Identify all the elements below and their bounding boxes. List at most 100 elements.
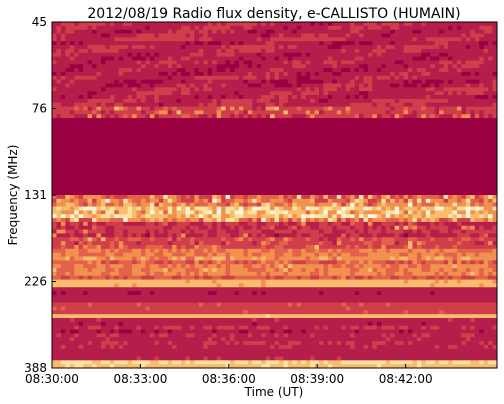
heatmap-cell bbox=[296, 110, 302, 115]
heatmap-cell bbox=[225, 198, 231, 204]
heatmap-cell bbox=[132, 22, 137, 27]
heatmap-cell bbox=[56, 175, 62, 181]
heatmap-cell bbox=[158, 75, 164, 81]
heatmap-cell bbox=[483, 91, 489, 96]
heatmap-cell bbox=[136, 64, 142, 69]
heatmap-cell bbox=[83, 41, 88, 46]
heatmap-cell bbox=[114, 25, 120, 31]
heatmap-cell bbox=[345, 41, 351, 46]
heatmap-cell bbox=[305, 206, 311, 211]
heatmap-cell bbox=[381, 71, 387, 77]
heatmap-cell bbox=[492, 102, 498, 107]
heatmap-cell bbox=[189, 25, 195, 31]
heatmap-cell bbox=[265, 121, 271, 127]
heatmap-cell bbox=[234, 106, 240, 111]
heatmap-cell bbox=[336, 52, 342, 57]
heatmap-cell bbox=[265, 137, 271, 142]
heatmap-cell bbox=[154, 118, 160, 123]
heatmap-cell bbox=[336, 210, 342, 215]
heatmap-cell bbox=[261, 141, 266, 146]
heatmap-cell bbox=[109, 71, 115, 77]
heatmap-cell bbox=[132, 56, 137, 61]
heatmap-cell bbox=[221, 48, 226, 54]
heatmap-cell bbox=[345, 102, 351, 107]
heatmap-cell bbox=[305, 37, 311, 42]
heatmap-cell bbox=[403, 210, 409, 215]
heatmap-cell bbox=[149, 68, 155, 73]
heatmap-cell bbox=[185, 33, 191, 38]
heatmap-cell bbox=[252, 95, 258, 100]
heatmap-cell bbox=[176, 121, 182, 127]
heatmap-cell bbox=[105, 91, 111, 96]
heatmap-cell bbox=[234, 25, 240, 31]
heatmap-cell bbox=[439, 68, 444, 73]
heatmap-cell bbox=[305, 164, 311, 169]
heatmap-cell bbox=[234, 202, 240, 207]
heatmap-cell bbox=[132, 164, 137, 169]
heatmap-cell bbox=[60, 202, 66, 207]
heatmap-cell bbox=[296, 137, 302, 142]
heatmap-cell bbox=[359, 60, 364, 65]
heatmap-cell bbox=[167, 110, 173, 115]
heatmap-cell bbox=[479, 106, 485, 111]
heatmap-cell bbox=[310, 56, 315, 61]
heatmap-cell bbox=[127, 95, 133, 100]
heatmap-cell bbox=[270, 25, 275, 31]
heatmap-cell bbox=[425, 171, 431, 177]
heatmap-cell bbox=[278, 118, 284, 123]
heatmap-cell bbox=[363, 164, 369, 169]
heatmap-cell bbox=[74, 175, 80, 181]
heatmap-cell bbox=[305, 187, 311, 192]
heatmap-cell bbox=[336, 121, 342, 127]
heatmap-cell bbox=[221, 64, 226, 69]
heatmap-cell bbox=[319, 60, 324, 65]
heatmap-cell bbox=[109, 148, 115, 154]
heatmap-cell bbox=[470, 121, 476, 127]
heatmap-cell bbox=[172, 137, 177, 142]
heatmap-cell bbox=[287, 87, 293, 92]
heatmap-cell bbox=[225, 171, 231, 177]
heatmap-cell bbox=[207, 60, 213, 65]
heatmap-cell bbox=[123, 121, 129, 127]
heatmap-cell bbox=[207, 187, 213, 192]
heatmap-cell bbox=[408, 187, 413, 192]
heatmap-cell bbox=[439, 133, 444, 138]
heatmap-cell bbox=[412, 29, 418, 34]
heatmap-cell bbox=[456, 33, 462, 38]
heatmap-cell bbox=[292, 45, 298, 50]
heatmap-cell bbox=[185, 156, 191, 161]
heatmap-cell bbox=[354, 206, 360, 211]
heatmap-cell bbox=[488, 183, 493, 188]
heatmap-cell bbox=[283, 37, 289, 42]
heatmap-cell bbox=[292, 191, 298, 196]
heatmap-cell bbox=[323, 160, 329, 165]
heatmap-cell bbox=[216, 98, 222, 104]
heatmap-cell bbox=[194, 52, 200, 57]
heatmap-cell bbox=[247, 183, 253, 188]
heatmap-cell bbox=[185, 179, 191, 184]
heatmap-cell bbox=[141, 64, 146, 69]
heatmap-cell bbox=[216, 141, 222, 146]
heatmap-cell bbox=[100, 106, 106, 111]
heatmap-cell bbox=[92, 45, 97, 50]
heatmap-cell bbox=[274, 45, 280, 50]
heatmap-cell bbox=[181, 87, 186, 92]
heatmap-cell bbox=[105, 33, 111, 38]
heatmap-cell bbox=[243, 91, 249, 96]
heatmap-cell bbox=[207, 91, 213, 96]
heatmap-cell bbox=[448, 102, 453, 107]
heatmap-cell bbox=[434, 191, 440, 196]
heatmap-cell bbox=[403, 160, 409, 165]
heatmap-cell bbox=[52, 210, 57, 215]
heatmap-cell bbox=[74, 125, 80, 131]
heatmap-cell bbox=[470, 114, 476, 119]
heatmap-cell bbox=[109, 114, 115, 119]
heatmap-cell bbox=[149, 106, 155, 111]
heatmap-cell bbox=[141, 133, 146, 138]
heatmap-cell bbox=[56, 41, 62, 46]
heatmap-cell bbox=[465, 29, 471, 34]
heatmap-cell bbox=[270, 102, 275, 107]
heatmap-cell bbox=[488, 68, 493, 73]
heatmap-cell bbox=[390, 164, 396, 169]
heatmap-cell bbox=[345, 114, 351, 119]
